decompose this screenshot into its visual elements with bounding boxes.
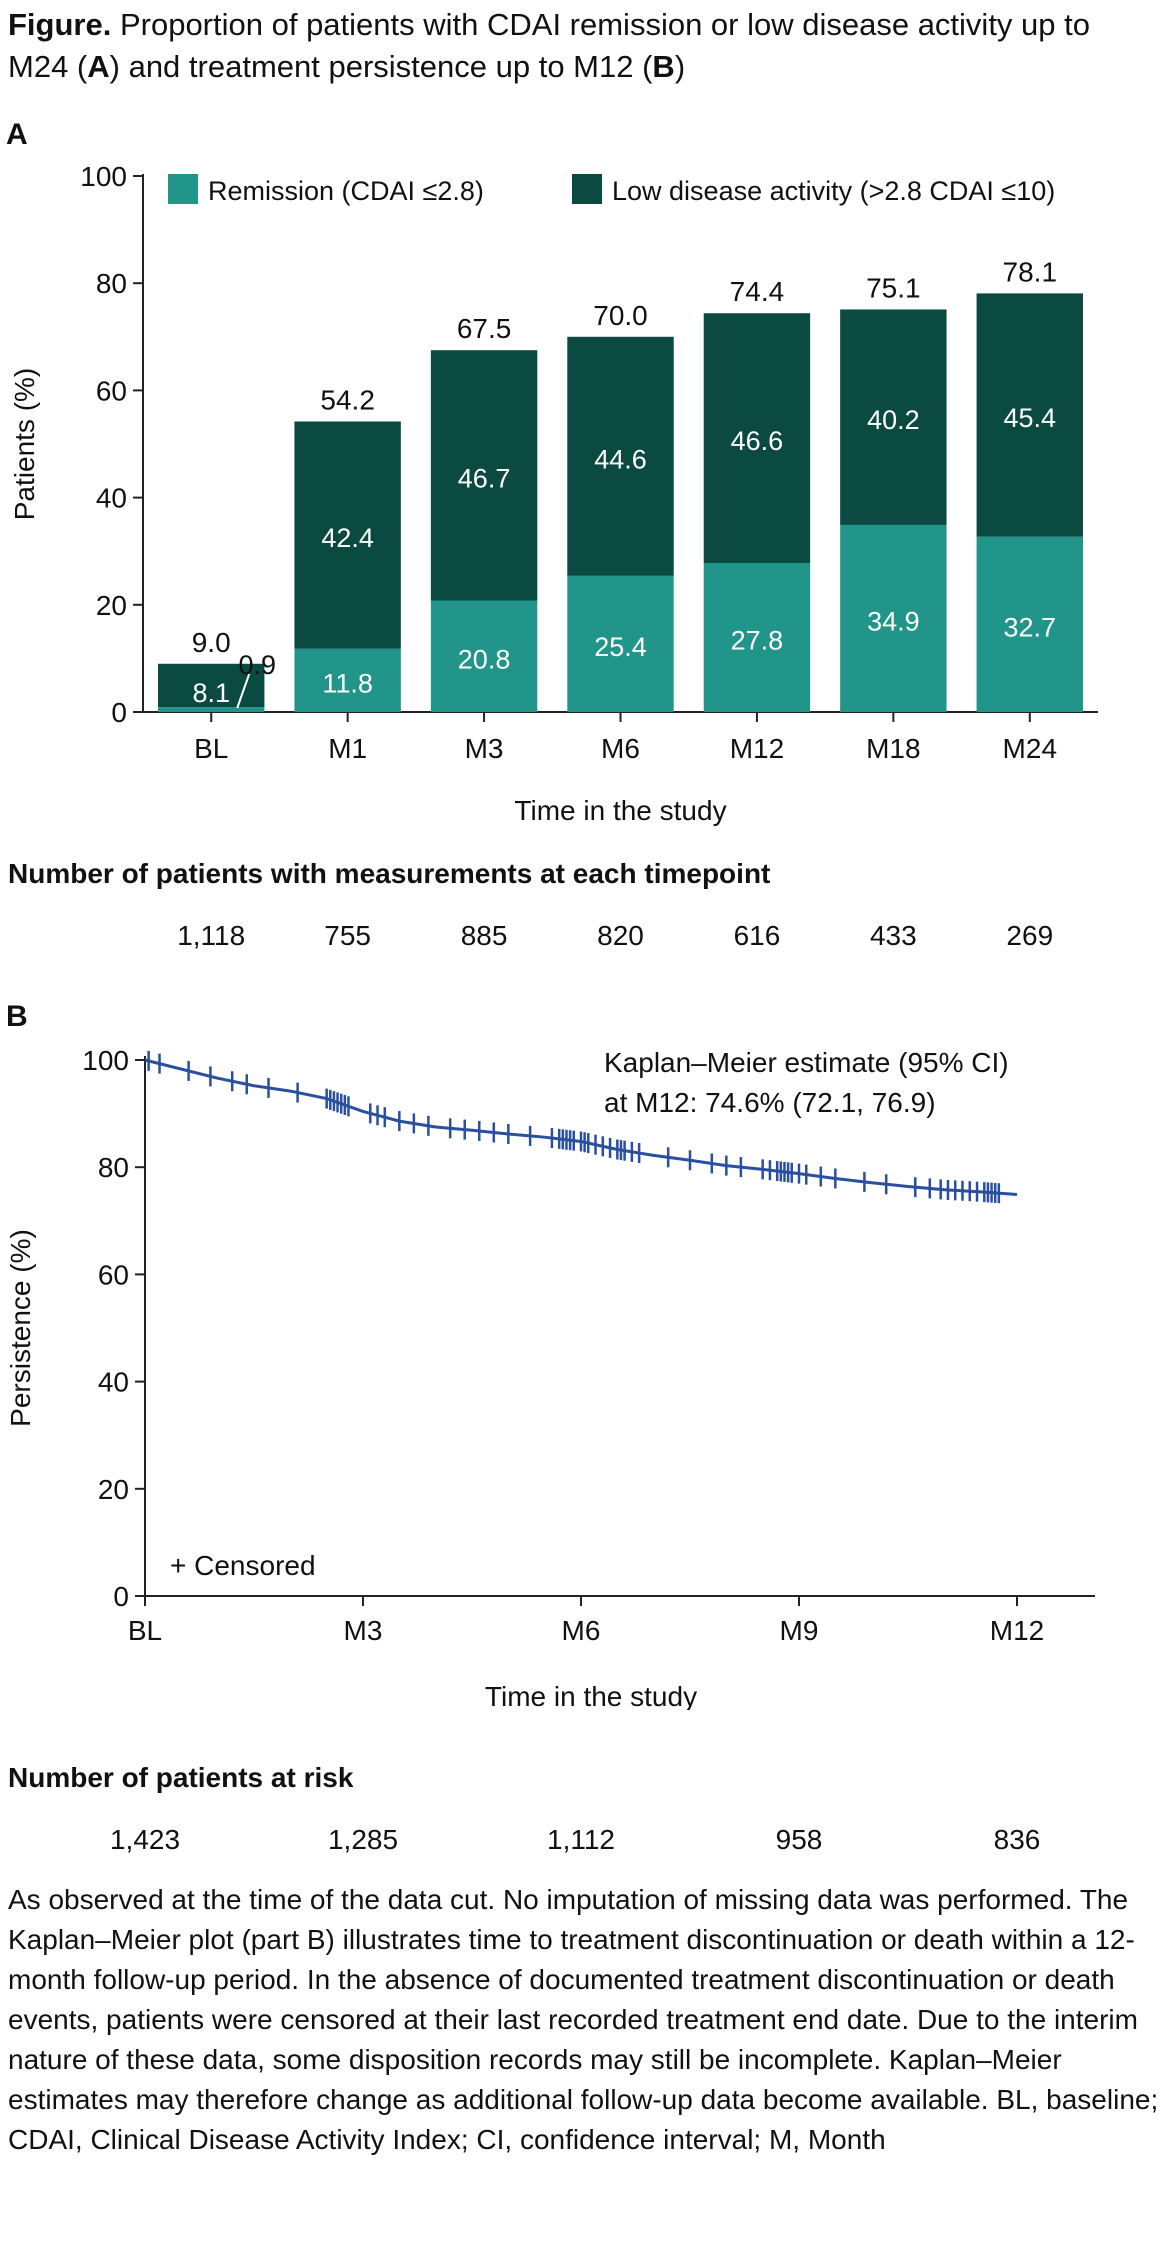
y-axis-title: Patients (%) xyxy=(9,368,40,521)
bar-remission-label: 34.9 xyxy=(867,606,920,636)
bar-low-disease xyxy=(430,350,538,601)
legend-label-remission: Remission (CDAI ≤2.8) xyxy=(208,176,484,206)
bar-low-disease xyxy=(567,336,674,576)
remission-leader-line xyxy=(236,673,251,709)
km-chart: 0 20 40 60 80 100 BL M3 M6 M9 M12 Persistence (%) Ti… xyxy=(5,1045,1095,1710)
measurement-count: 616 xyxy=(733,920,781,951)
bar-low-disease-label: 42.4 xyxy=(321,523,374,553)
x-axis-title: Time in the study xyxy=(514,795,726,826)
title-panel-b: B xyxy=(652,49,675,84)
bar-low-disease-label: 40.2 xyxy=(867,405,920,435)
panel-a-label: A xyxy=(6,118,28,151)
y-tick-label: 20 xyxy=(96,590,127,621)
y-tick-label: 0 xyxy=(111,697,127,728)
x-tick-label: M24 xyxy=(1003,733,1057,764)
bar-low-disease xyxy=(158,663,265,708)
x-tick-label: M6 xyxy=(562,1615,601,1646)
legend-swatch-remission xyxy=(168,174,198,204)
at-risk-count: 958 xyxy=(775,1824,823,1855)
x-tick-label: M6 xyxy=(601,733,640,764)
measurements-heading: Number of patients with measurements at … xyxy=(8,858,771,889)
y-tick-label: 80 xyxy=(96,268,127,299)
x-tick-label: M12 xyxy=(990,1615,1044,1646)
measurements-row: 1,118 755 885 820 616 433 269 xyxy=(0,920,1173,960)
bar-low-disease-label: 45.4 xyxy=(1004,403,1057,433)
bar-remission xyxy=(294,648,401,712)
bar-total-label: 74.4 xyxy=(730,276,785,307)
bar-remission xyxy=(703,562,811,712)
km-annotation-line2: at M12: 74.6% (72.1, 76.9) xyxy=(604,1087,936,1118)
x-tick-label: BL xyxy=(194,733,228,764)
y-tick-label: 60 xyxy=(98,1259,129,1290)
censored-legend: + Censored xyxy=(170,1550,316,1581)
title-panel-a: A xyxy=(87,49,110,84)
bar-low-disease-label: 8.1 xyxy=(192,678,230,708)
x-tick-label: M12 xyxy=(730,733,784,764)
bar-remission xyxy=(430,600,538,712)
bar-low-disease xyxy=(976,293,1083,537)
bar-low-disease xyxy=(840,309,947,525)
x-tick-label: M18 xyxy=(866,733,920,764)
y-tick-label: 80 xyxy=(98,1152,129,1183)
km-annotation-line1: Kaplan–Meier estimate (95% CI) xyxy=(604,1047,1009,1078)
bar-low-disease xyxy=(294,421,401,649)
bar-total-label: 70.0 xyxy=(593,300,648,331)
bar-remission xyxy=(976,536,1083,712)
measurement-count: 433 xyxy=(869,920,917,951)
at-risk-count: 1,423 xyxy=(109,1824,181,1855)
x-tick-label: M1 xyxy=(328,733,367,764)
x-tick-label: M3 xyxy=(465,733,504,764)
legend-swatch-low-disease xyxy=(572,174,602,204)
at-risk-count: 1,285 xyxy=(327,1824,399,1855)
x-tick-label: M3 xyxy=(344,1615,383,1646)
bar-low-disease xyxy=(703,313,811,563)
bar-remission xyxy=(567,575,674,712)
bar-remission-label: 20.8 xyxy=(458,644,511,674)
x-axis-title: Time in the study xyxy=(485,1681,697,1710)
bar-remission xyxy=(158,707,265,712)
footnote: As observed at the time of the data cut.… xyxy=(8,1884,1159,2155)
title-mid: ) and treatment persistence up to M12 ( xyxy=(109,49,653,84)
at-risk-row: 1,423 1,285 1,112 958 836 xyxy=(0,1824,1173,1864)
bar-remission-label: 11.8 xyxy=(322,668,373,698)
bar-remission-label: 0.9 xyxy=(238,650,276,680)
bar-low-disease-label: 46.7 xyxy=(458,463,511,493)
y-tick-label: 100 xyxy=(82,1045,129,1076)
title-end: ) xyxy=(674,49,686,84)
bar-total-label: 75.1 xyxy=(866,272,921,303)
bar-remission-label: 32.7 xyxy=(1004,612,1057,642)
y-tick-label: 40 xyxy=(96,483,127,514)
at-risk-count: 836 xyxy=(993,1824,1041,1855)
bar-total-label: 9.0 xyxy=(192,627,231,658)
figure-prefix: Figure. xyxy=(8,7,112,42)
legend-label-low-disease: Low disease activity (>2.8 CDAI ≤10) xyxy=(612,176,1055,206)
bar-chart: 0 20 40 60 80 100 Patients (%) Time in the stud… xyxy=(9,161,1098,826)
bar-remission xyxy=(840,524,947,712)
at-risk-count: 1,112 xyxy=(547,1824,615,1855)
bar-total-label: 78.1 xyxy=(1003,256,1058,287)
y-tick-label: 40 xyxy=(98,1367,129,1398)
measurement-count: 885 xyxy=(460,920,508,951)
figure-title: Figure. Proportion of patients with CDAI… xyxy=(8,4,1158,88)
bar-total-label: 54.2 xyxy=(320,384,375,415)
bar-low-disease-label: 44.6 xyxy=(594,444,647,474)
y-tick-label: 100 xyxy=(80,161,127,192)
x-tick-label: BL xyxy=(128,1615,162,1646)
at-risk-heading: Number of patients at risk xyxy=(8,1762,354,1793)
y-axis-title: Persistence (%) xyxy=(5,1229,36,1427)
measurement-count: 755 xyxy=(324,920,371,951)
panel-b-label: B xyxy=(6,1000,28,1033)
measurement-count: 269 xyxy=(1006,920,1054,951)
y-tick-label: 0 xyxy=(113,1581,129,1612)
bar-remission-label: 25.4 xyxy=(594,632,647,662)
title-text: Proportion of patients with CDAI remissi… xyxy=(8,7,1090,84)
measurement-count: 1,118 xyxy=(177,920,246,951)
y-tick-label: 20 xyxy=(98,1474,129,1505)
measurement-count: 820 xyxy=(597,920,644,951)
bar-remission-label: 27.8 xyxy=(731,625,784,655)
bar-low-disease-label: 46.6 xyxy=(731,426,784,456)
y-tick-label: 60 xyxy=(96,375,127,406)
bar-total-label: 67.5 xyxy=(457,313,512,344)
x-tick-label: M9 xyxy=(780,1615,819,1646)
